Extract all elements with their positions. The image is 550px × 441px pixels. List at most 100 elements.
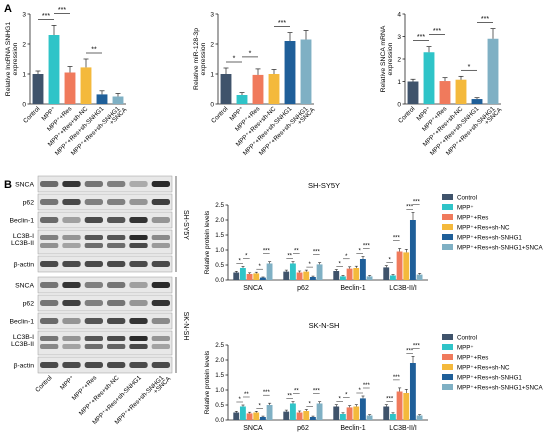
bar xyxy=(396,391,403,420)
blot-band xyxy=(62,336,81,341)
significance-label: *** xyxy=(413,200,421,206)
bar xyxy=(233,272,240,280)
y-tick-label: 2.5 xyxy=(215,202,224,209)
bar xyxy=(383,406,390,420)
y-tick-label: 2 xyxy=(210,41,214,48)
bar xyxy=(353,406,360,420)
y-tick-label: 0 xyxy=(397,101,401,108)
chart-title: SK-N-SH xyxy=(309,321,340,330)
bar xyxy=(316,264,323,280)
significance-label: *** xyxy=(481,16,489,23)
bar xyxy=(389,275,396,280)
blot-band xyxy=(40,261,59,267)
blot-band xyxy=(84,181,103,187)
blot-band xyxy=(107,300,126,306)
legend-label: MPP⁺+Res xyxy=(457,355,488,362)
bar xyxy=(471,99,483,104)
blot-band xyxy=(129,181,148,187)
x-category-label: SNCA xyxy=(243,285,263,292)
legend-swatch xyxy=(442,364,453,370)
blot-band xyxy=(84,235,103,240)
y-tick-label: 2.0 xyxy=(215,217,224,224)
blot-row-label: Beclin-1 xyxy=(9,319,34,326)
legend-label: MPP⁺+Res+sh-SNHG1+SNCA xyxy=(457,385,543,392)
blot-band xyxy=(151,261,170,267)
significance-label: *** xyxy=(363,244,371,250)
bar xyxy=(296,412,303,420)
blot-band xyxy=(107,336,126,341)
y-tick-label: 2.0 xyxy=(215,357,224,364)
blot-band xyxy=(151,243,170,248)
blot-band xyxy=(62,235,81,240)
blot-band xyxy=(62,344,81,349)
significance-label: *** xyxy=(433,28,441,35)
bar xyxy=(289,403,296,420)
blot-band xyxy=(151,217,170,223)
blot-band xyxy=(84,318,103,324)
blot-lane-label: MPP⁺ xyxy=(59,374,76,391)
bar xyxy=(383,267,390,280)
y-tick-label: 0 xyxy=(22,101,26,108)
blot-band xyxy=(151,336,170,341)
bar xyxy=(366,276,373,280)
blot-band xyxy=(129,344,148,349)
y-axis-label-line2: expression xyxy=(12,42,19,75)
x-category-label: Beclin-1 xyxy=(340,285,365,292)
bar xyxy=(252,74,264,104)
bar xyxy=(64,72,76,104)
blot-strip xyxy=(37,276,173,294)
panel-label-b: B xyxy=(4,179,12,191)
blot-band xyxy=(151,300,170,306)
bar xyxy=(423,52,435,104)
legend-swatch xyxy=(442,224,453,230)
y-tick-label: 1.0 xyxy=(215,387,224,394)
y-axis-label-line2: expression xyxy=(200,42,207,75)
significance-label: *** xyxy=(263,249,271,255)
significance-label: * xyxy=(245,254,248,260)
significance-label: ** xyxy=(287,254,292,260)
bar xyxy=(359,398,366,420)
significance-label: *** xyxy=(313,250,321,256)
y-tick-label: 0.0 xyxy=(215,277,224,284)
blot-strip xyxy=(37,312,173,330)
blot-band xyxy=(107,318,126,324)
legend-label: MPP⁺+Res+sh-SNHG1 xyxy=(457,235,522,242)
bar xyxy=(407,81,419,104)
blot-lane-label: Control xyxy=(34,374,53,393)
blot-row-label: SNCA xyxy=(15,283,34,290)
significance-label: * xyxy=(345,393,348,399)
legend-label: MPP⁺ xyxy=(457,205,474,212)
bar xyxy=(268,74,280,104)
blot-band xyxy=(151,181,170,187)
significance-label: *** xyxy=(406,348,414,354)
significance-label: * xyxy=(388,258,391,264)
blot-band xyxy=(62,318,81,324)
bar xyxy=(339,414,346,420)
bar xyxy=(283,411,290,420)
significance-label: ** xyxy=(244,392,249,398)
legend-label: Control xyxy=(457,335,477,342)
bar xyxy=(246,274,253,280)
bar xyxy=(296,272,303,280)
y-tick-label: 3 xyxy=(210,11,214,18)
blot-strip xyxy=(37,330,173,356)
bar xyxy=(253,273,260,280)
blot-row-label: β-actin xyxy=(13,262,34,269)
blot-row-label: LC3B-I LC3B-II xyxy=(11,233,34,247)
y-tick-label: 2.5 xyxy=(215,342,224,349)
y-tick-label: 1.0 xyxy=(215,247,224,254)
significance-label: *** xyxy=(406,205,414,211)
y-tick-label: 1 xyxy=(397,79,401,86)
blot-band xyxy=(40,199,59,205)
x-category-label: LC3B-II/I xyxy=(389,425,417,432)
blot-band xyxy=(129,235,148,240)
blot-band xyxy=(129,362,148,368)
blot-band xyxy=(84,344,103,349)
significance-label: *** xyxy=(363,383,371,389)
blot-band xyxy=(129,243,148,248)
legend-label: MPP⁺+Res+sh-NC xyxy=(457,365,510,372)
bar xyxy=(333,271,340,280)
blot-band xyxy=(107,235,126,240)
blot-band xyxy=(107,282,126,288)
bar xyxy=(48,35,60,104)
